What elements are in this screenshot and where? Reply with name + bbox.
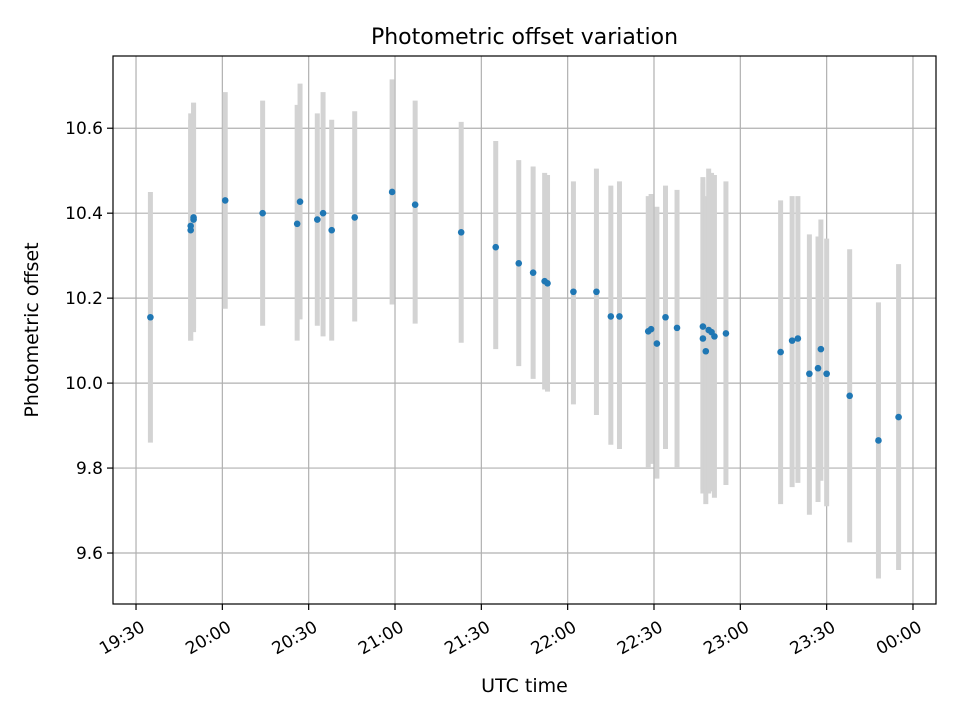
data-point [544,279,551,287]
data-point [647,325,655,333]
grid [113,56,936,604]
data-point [653,340,661,347]
data-point [570,288,577,296]
x-tick-label: 22:00 [528,617,580,659]
data-point [388,188,396,196]
data-point [190,214,197,221]
x-tick-label: 21:00 [355,617,407,659]
data-point [492,243,500,251]
y-tick-label: 10.2 [65,289,103,309]
data-point [351,214,359,221]
data-points [147,188,902,444]
data-point [699,335,707,342]
data-point [515,260,523,267]
data-point [875,437,882,444]
data-point [319,209,327,217]
data-point [711,333,718,340]
data-point [823,370,830,378]
data-point [794,335,802,342]
data-point [607,313,615,320]
x-tick-label: 21:30 [441,617,493,659]
data-point [806,370,813,378]
y-axis-ticks: 9.6 9.8 10.0 10.2 10.4 10.6 [65,119,113,564]
data-point [722,330,730,337]
data-point [259,209,266,217]
data-point [147,313,154,321]
y-tick-label: 9.6 [76,544,103,564]
y-tick-label: 10.4 [65,204,103,224]
data-point [777,348,784,356]
data-point [187,226,194,234]
x-tick-label: 22:30 [614,617,666,659]
data-point [457,228,465,236]
data-point [221,197,229,204]
data-point [895,413,902,421]
data-point [296,198,304,206]
data-point [411,201,419,208]
data-point [814,364,822,372]
data-point [699,323,707,330]
data-point [846,392,853,400]
data-point [593,288,600,296]
x-axis-label: UTC time [481,675,568,697]
y-tick-label: 9.8 [76,459,103,479]
x-tick-label: 00:00 [873,617,925,659]
data-point [673,324,681,332]
y-tick-label: 10.6 [65,119,103,139]
data-point [314,216,321,223]
x-tick-label: 23:00 [700,617,752,659]
data-point [662,313,669,321]
x-tick-label: 20:30 [269,617,321,659]
data-point [328,226,335,234]
x-tick-label: 20:00 [182,617,234,659]
data-point [788,337,796,344]
data-point [293,220,301,228]
x-tick-label: 19:30 [96,617,148,659]
data-point [529,269,537,276]
data-point [702,347,710,355]
chart-title: Photometric offset variation [371,25,678,50]
data-point [817,345,825,353]
error-bars [147,79,902,579]
plot-frame [112,55,937,605]
y-tick-label: 10.0 [65,374,103,394]
x-axis-ticks: 19:30 20:00 20:30 21:00 21:30 22:00 22:30 23:00… [96,604,925,659]
data-point [616,313,623,320]
y-axis-label: Photometric offset [21,242,43,417]
x-tick-label: 23:30 [787,617,839,659]
